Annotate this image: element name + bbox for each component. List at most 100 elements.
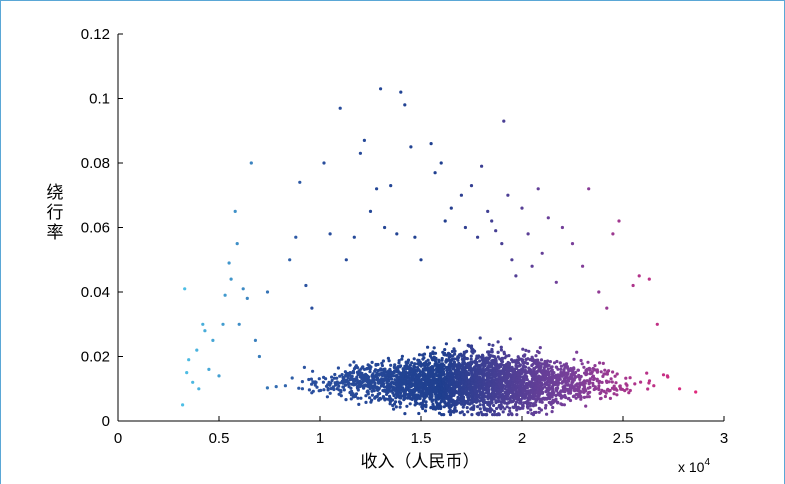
scatter-point [605,372,610,376]
scatter-point [461,372,465,377]
scatter-point [576,387,580,391]
scatter-point [411,378,415,382]
scatter-point [477,366,481,370]
scatter-point [433,171,437,175]
scatter-point [496,388,500,392]
scatter-point [534,354,538,358]
scatter-point [420,377,424,381]
scatter-point [406,358,411,362]
scatter-point [431,402,435,406]
scatter-point [587,395,591,399]
scatter-point [395,232,399,236]
scatter-point [300,387,304,391]
scatter-point [514,274,518,278]
scatter-point [470,378,474,382]
scatter-point [410,396,415,401]
scatter-point [440,368,444,372]
scatter-point [413,365,417,369]
scatter-point [390,380,394,384]
scatter-point [399,90,403,94]
scatter-point [564,372,568,376]
scatter-point [547,383,551,388]
scatter-point [449,393,453,397]
scatter-point [372,380,376,384]
scatter-point [376,378,381,382]
scatter-point [338,106,342,110]
scatter-point [603,368,607,372]
scatter-point [445,384,449,388]
scatter-point [432,390,436,394]
scatter-point [477,399,482,403]
scatter-point [615,372,619,376]
scatter-point [392,370,396,375]
scatter-point [366,363,370,367]
scatter-point [614,381,618,385]
scatter-point [380,364,384,368]
y-tick-label: 0.04 [81,284,110,301]
scatter-point [464,382,468,386]
scatter-point [462,403,466,407]
scatter-point [556,400,560,404]
scatter-point [549,369,553,373]
scatter-point [373,385,377,389]
scatter-point [374,373,378,377]
scatter-point [461,395,466,399]
scatter-point [497,373,501,377]
scatter-point [424,376,428,380]
scatter-point [427,389,431,393]
scatter-point [478,385,482,389]
scatter-point [510,258,514,262]
scatter-point [488,400,492,404]
scatter-point [425,363,429,367]
scatter-point [597,379,602,383]
scatter-point [456,391,460,395]
scatter-point [521,378,525,382]
scatter-point [527,401,531,405]
scatter-point [386,390,390,394]
scatter-point [486,379,490,383]
scatter-point [322,375,326,379]
scatter-point [446,395,450,399]
y-ticks: 0 0.02 0.04 0.06 0.08 0.1 0.12 [81,26,123,430]
scatter-point [598,397,603,401]
scatter-point [421,367,425,371]
scatter-point [364,400,368,404]
scatter-point [502,119,506,123]
scatter-point [522,370,527,374]
scatter-point [304,283,308,288]
scatter-point [535,390,540,394]
scatter-point [603,394,608,399]
scatter-point [348,363,352,367]
scatter-point [432,346,436,350]
scatter-point [221,322,225,326]
scatter-point [587,366,592,370]
scatter-point [530,264,534,268]
scatter-point [678,387,682,391]
scatter-point [554,280,558,284]
scatter-point [506,379,510,383]
scatter-point [505,384,509,388]
scatter-point [512,369,517,373]
scatter-point [508,406,512,410]
scatter-point [422,356,426,360]
scatter-point [510,365,514,369]
scatter-point [547,400,551,405]
scatter-point [467,380,471,384]
scatter-point [582,365,586,369]
scatter-point [437,375,441,379]
scatter-point [452,386,456,390]
scatter-point [478,403,482,407]
scatter-point [364,376,368,380]
y-axis-label-char: 行 [47,203,64,222]
scatter-point [524,385,528,389]
scatter-point [449,371,453,375]
scatter-point [529,408,533,412]
scatter-point [591,381,595,385]
scatter-point [518,384,522,388]
scatter-point [457,371,461,375]
scatter-point [495,406,499,411]
scatter-point [394,396,398,400]
scatter-point [423,409,428,413]
scatter-point [484,372,489,376]
scatter-point [555,389,559,393]
